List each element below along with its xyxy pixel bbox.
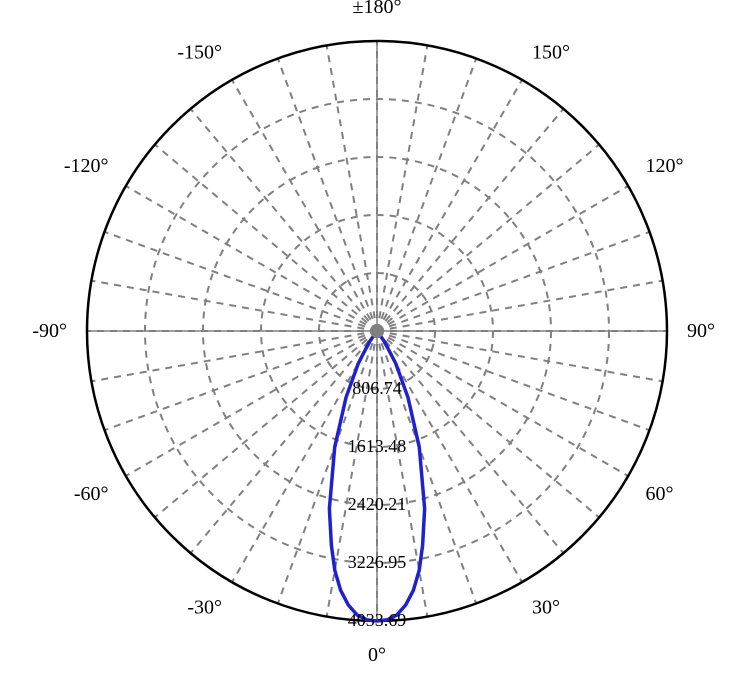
radial-label: 1613.48 xyxy=(348,436,407,456)
angle-label: 150° xyxy=(532,42,570,64)
polar-chart: 0° 30° 60° 90° 120° 150° ±180° -150° -120° -90° -6… xyxy=(0,0,755,686)
angle-label: -60° xyxy=(74,483,109,505)
angle-label: 30° xyxy=(532,596,560,618)
angle-label: -150° xyxy=(177,42,222,64)
radial-label: 3226.95 xyxy=(348,552,407,572)
angle-label: -30° xyxy=(187,596,222,618)
angle-label: 60° xyxy=(645,483,673,505)
angle-label: -120° xyxy=(64,155,109,177)
angle-label: -90° xyxy=(32,320,67,342)
radial-label: 806.74 xyxy=(352,378,402,398)
angle-label: 90° xyxy=(687,320,715,342)
polar-svg: 0° 30° 60° 90° 120° 150° ±180° -150° -120° -90° -6… xyxy=(0,0,755,686)
radial-label: 2420.21 xyxy=(348,494,407,514)
angle-label: ±180° xyxy=(353,0,402,18)
angle-label: 120° xyxy=(645,155,683,177)
radial-label: 4033.69 xyxy=(348,610,407,630)
angle-label: 0° xyxy=(368,644,386,666)
